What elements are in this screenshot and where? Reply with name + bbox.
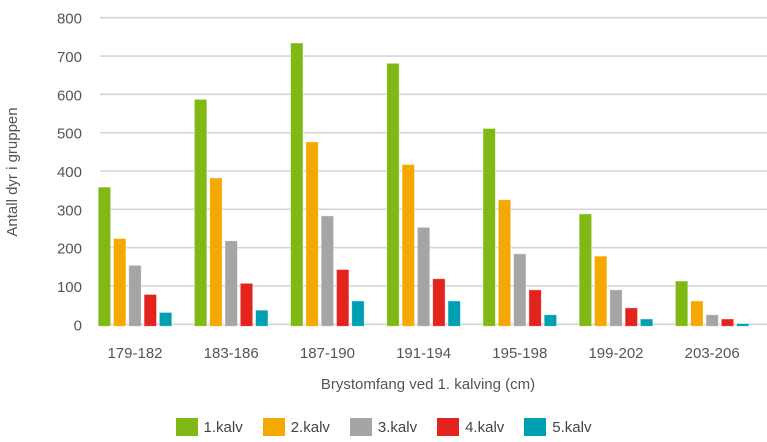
legend-label: 4.kalv	[465, 418, 505, 436]
bar-5-kalv-179-182	[158, 312, 173, 327]
bar-4-kalv-191-194	[432, 278, 446, 327]
x-tick-label: 191-194	[396, 345, 451, 362]
bar-3-kalv-203-206	[705, 314, 719, 327]
bar-1-kalv-203-206	[674, 280, 689, 327]
legend-swatch	[524, 418, 547, 436]
x-tick-label: 183-186	[204, 345, 259, 362]
y-tick-label: 100	[57, 279, 82, 296]
bar-1-kalv-183-186	[193, 98, 208, 327]
legend-swatch	[262, 418, 285, 436]
bars	[97, 42, 750, 327]
bar-2-kalv-183-186	[209, 177, 223, 327]
bar-2-kalv-203-206	[690, 300, 704, 327]
bar-4-kalv-199-202	[624, 307, 638, 327]
y-tick-label: 600	[57, 87, 82, 104]
legend-label: 1.kalv	[203, 418, 243, 436]
legend-swatch	[437, 418, 460, 436]
legend-item: 5.kalv	[524, 418, 591, 436]
legend-item: 1.kalv	[175, 418, 243, 436]
bar-5-kalv-203-206	[736, 323, 750, 327]
bar-3-kalv-183-186	[224, 240, 238, 327]
bar-4-kalv-179-182	[143, 294, 157, 327]
y-tick-label: 0	[74, 317, 82, 334]
y-tick-label: 500	[57, 126, 82, 143]
bar-2-kalv-199-202	[594, 255, 608, 327]
bar-2-kalv-179-182	[113, 238, 127, 327]
legend: 1.kalv 2.kalv 3.kalv 4.kalv 5.kalv	[0, 418, 767, 436]
y-tick-labels: 0 100 200 300 400 500 600 700 800	[57, 11, 82, 335]
bar-1-kalv-191-194	[386, 62, 400, 327]
bar-1-kalv-199-202	[578, 213, 593, 327]
bar-3-kalv-179-182	[128, 264, 142, 327]
y-tick-label: 300	[57, 202, 82, 219]
y-tick-label: 800	[57, 11, 82, 28]
bar-5-kalv-191-194	[447, 300, 461, 327]
x-tick-label: 187-190	[300, 345, 355, 362]
x-tick-label: 203-206	[685, 345, 740, 362]
bar-2-kalv-187-190	[305, 141, 319, 327]
bar-2-kalv-191-194	[401, 164, 415, 327]
bar-chart: 0 100 200 300 400 500 600 700 800 179-182 183-186…	[4, 11, 767, 393]
legend-item: 2.kalv	[262, 418, 330, 436]
bar-4-kalv-195-198	[528, 289, 542, 327]
bar-4-kalv-187-190	[336, 269, 350, 327]
bar-5-kalv-199-202	[639, 318, 654, 327]
x-tick-label: 179-182	[107, 345, 162, 362]
bar-1-kalv-187-190	[290, 42, 304, 327]
y-tick-label: 400	[57, 164, 82, 181]
legend-item: 4.kalv	[437, 418, 504, 436]
y-tick-label: 200	[57, 241, 82, 258]
bar-5-kalv-187-190	[351, 300, 365, 327]
legend-label: 5.kalv	[552, 418, 592, 436]
y-tick-label: 700	[57, 49, 82, 66]
bar-3-kalv-191-194	[416, 226, 431, 327]
x-tick-label: 195-198	[492, 345, 547, 362]
legend-item: 3.kalv	[349, 418, 418, 436]
bar-5-kalv-195-198	[543, 314, 558, 327]
y-axis-label: Antall dyr i gruppen	[4, 107, 21, 236]
legend-swatch	[349, 418, 372, 436]
bar-1-kalv-179-182	[97, 186, 112, 327]
bar-4-kalv-183-186	[239, 282, 254, 327]
bar-2-kalv-195-198	[497, 199, 512, 327]
bar-4-kalv-203-206	[720, 318, 735, 327]
bar-5-kalv-183-186	[255, 309, 269, 327]
bar-3-kalv-195-198	[513, 253, 527, 327]
legend-label: 2.kalv	[290, 418, 330, 436]
x-axis-label: Brystomfang ved 1. kalving (cm)	[321, 376, 535, 393]
bar-3-kalv-199-202	[609, 289, 623, 327]
bar-1-kalv-195-198	[482, 128, 496, 327]
legend-swatch	[175, 418, 198, 436]
legend-label: 3.kalv	[377, 418, 418, 436]
x-tick-labels: 179-182 183-186 187-190 191-194 195-198 199-2…	[107, 345, 739, 362]
bar-3-kalv-187-190	[320, 215, 335, 327]
x-tick-label: 199-202	[588, 345, 643, 362]
